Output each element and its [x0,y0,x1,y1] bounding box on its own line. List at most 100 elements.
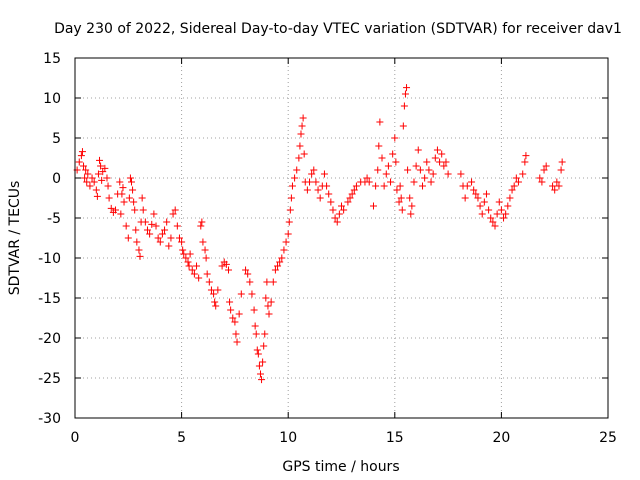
data-point [285,218,293,226]
data-point [203,270,211,278]
data-point [335,210,343,218]
data-point [77,152,85,160]
data-point [348,190,356,198]
data-point [83,178,91,186]
data-point [514,178,522,186]
data-point [310,166,318,174]
data-point [442,158,450,166]
plot-frame [74,57,609,419]
y-tick-label: 0 [52,171,61,187]
y-tick-label: -30 [38,411,61,427]
data-point [252,330,260,338]
data-point [193,262,201,270]
data-point [88,174,96,182]
data-point [259,358,267,366]
data-point [188,266,196,274]
data-point [308,170,316,178]
data-point [291,174,299,182]
data-point [107,204,115,212]
data-point [197,222,205,230]
data-point [264,302,272,310]
data-point [105,194,113,202]
data-point [346,194,354,202]
data-point [130,198,138,206]
data-point [288,182,296,190]
data-point [207,286,215,294]
data-point [395,198,403,206]
data-point [269,278,277,286]
data-point [557,166,565,174]
data-point [126,174,134,182]
data-point [433,146,441,154]
data-point [96,156,104,164]
data-point [295,154,303,162]
data-point [431,154,439,162]
data-point [267,298,275,306]
x-tick-label: 10 [279,430,297,446]
data-point [410,178,418,186]
data-point [86,182,94,190]
data-point [163,218,171,226]
data-point [150,210,158,218]
data-point [558,158,566,166]
data-point [521,158,529,166]
data-point [265,310,273,318]
data-point [117,210,125,218]
data-point [414,146,422,154]
data-point [329,206,337,214]
data-point [461,194,469,202]
x-tick-label: 0 [71,430,80,446]
data-point [482,190,490,198]
data-point [375,142,383,150]
data-point [350,186,358,194]
data-point [225,266,233,274]
data-point [253,346,261,354]
data-point [179,246,187,254]
data-point [276,258,284,266]
data-point [485,206,493,214]
data-point [286,206,294,214]
data-point [171,206,179,214]
data-point [98,176,106,184]
data-point [235,310,243,318]
data-point [487,214,495,222]
data-point [489,218,497,226]
data-point [316,194,324,202]
data-point [180,250,188,258]
data-point [555,182,563,190]
data-point [169,210,177,218]
data-point [476,202,484,210]
data-point [314,186,322,194]
data-point [406,194,414,202]
data-point [125,194,133,202]
data-point [201,246,209,254]
data-point [190,270,198,278]
data-point [156,238,164,246]
data-point [519,170,527,178]
data-point [78,148,86,156]
data-point [327,198,335,206]
data-point [333,218,341,226]
data-point [376,118,384,126]
data-point [152,222,160,230]
data-point [255,362,263,370]
data-point [320,170,328,178]
data-point [378,154,386,162]
data-point [97,162,105,170]
data-point [261,330,269,338]
axis-ticks: 0 5 10 15 20 25 -30 -25 -20 -15 -10 -5 0 5 10 15 [38,51,617,446]
data-point [182,254,190,262]
data-point [416,166,424,174]
y-tick-label: 5 [52,131,61,147]
data-point [287,194,295,202]
data-point [233,338,241,346]
data-point [382,170,390,178]
data-point [161,226,169,234]
data-point [352,182,360,190]
data-point [391,134,399,142]
data-point [493,210,501,218]
data-point [135,246,143,254]
data-point [299,114,307,122]
data-point [141,218,149,226]
